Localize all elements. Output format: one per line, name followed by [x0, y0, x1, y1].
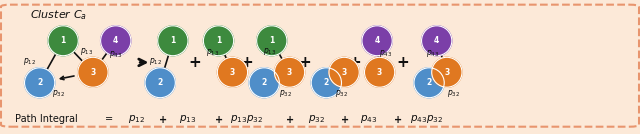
Text: 1: 1: [216, 36, 221, 45]
Text: 4: 4: [113, 36, 118, 45]
Text: $\boldsymbol{+}$: $\boldsymbol{+}$: [348, 55, 361, 70]
Ellipse shape: [257, 26, 287, 56]
Text: $\boldsymbol{p_{13}p_{32}}$: $\boldsymbol{p_{13}p_{32}}$: [230, 113, 264, 125]
Text: 3: 3: [90, 68, 95, 77]
Text: $p_{43}$: $p_{43}$: [109, 49, 122, 60]
Text: $\boldsymbol{+}$: $\boldsymbol{+}$: [158, 114, 167, 125]
FancyBboxPatch shape: [1, 5, 639, 127]
Ellipse shape: [329, 57, 359, 87]
Text: $p_{32}$: $p_{32}$: [447, 88, 460, 99]
Text: 3: 3: [342, 68, 347, 77]
Text: $\boldsymbol{+}$: $\boldsymbol{+}$: [340, 114, 349, 125]
Text: $p_{12}$: $p_{12}$: [148, 56, 162, 67]
Text: 3: 3: [230, 68, 235, 77]
Text: $p_{32}$: $p_{32}$: [278, 88, 292, 99]
Ellipse shape: [218, 57, 248, 87]
Text: 3: 3: [377, 68, 382, 77]
Text: 3: 3: [444, 68, 449, 77]
Text: $p_{43}$: $p_{43}$: [426, 48, 440, 59]
Text: $\boldsymbol{p_{32}}$: $\boldsymbol{p_{32}}$: [308, 113, 324, 125]
Ellipse shape: [78, 57, 108, 87]
Ellipse shape: [24, 68, 55, 98]
Ellipse shape: [422, 26, 452, 56]
Text: 3: 3: [287, 68, 292, 77]
Text: 1: 1: [61, 36, 66, 45]
Text: 2: 2: [426, 78, 432, 87]
Text: Cluster $\mathit{C}_a$: Cluster $\mathit{C}_a$: [29, 8, 86, 22]
Text: $p_{13}$: $p_{13}$: [205, 47, 219, 58]
Text: $p_{32}$: $p_{32}$: [52, 88, 65, 99]
Text: $\boldsymbol{p_{43}p_{32}}$: $\boldsymbol{p_{43}p_{32}}$: [410, 113, 443, 125]
Text: $p_{12}$: $p_{12}$: [23, 56, 36, 67]
Text: Path Integral: Path Integral: [15, 114, 77, 124]
Text: 1: 1: [269, 36, 275, 45]
Ellipse shape: [157, 26, 188, 56]
Text: $\boldsymbol{+}$: $\boldsymbol{+}$: [396, 55, 409, 70]
Ellipse shape: [204, 26, 234, 56]
Text: =: =: [106, 114, 113, 124]
Text: $\boldsymbol{+}$: $\boldsymbol{+}$: [241, 55, 253, 70]
Text: $\boldsymbol{+}$: $\boldsymbol{+}$: [298, 55, 311, 70]
Text: $\boldsymbol{p_{13}}$: $\boldsymbol{p_{13}}$: [179, 113, 196, 125]
Text: $\boldsymbol{+}$: $\boldsymbol{+}$: [214, 114, 223, 125]
Text: $p_{32}$: $p_{32}$: [335, 88, 348, 99]
Text: 2: 2: [157, 78, 163, 87]
Text: 4: 4: [374, 36, 380, 45]
Text: 4: 4: [434, 36, 439, 45]
Ellipse shape: [414, 68, 444, 98]
Text: $p_{43}$: $p_{43}$: [380, 48, 392, 59]
Ellipse shape: [100, 26, 131, 56]
Ellipse shape: [362, 26, 392, 56]
Text: 2: 2: [37, 78, 42, 87]
Ellipse shape: [249, 68, 279, 98]
Ellipse shape: [311, 68, 342, 98]
Text: $\boldsymbol{p_{12}}$: $\boldsymbol{p_{12}}$: [127, 113, 145, 125]
Ellipse shape: [364, 57, 395, 87]
Text: 2: 2: [262, 78, 267, 87]
Ellipse shape: [432, 57, 462, 87]
Text: $\boldsymbol{+}$: $\boldsymbol{+}$: [285, 114, 294, 125]
Text: $\boldsymbol{+}$: $\boldsymbol{+}$: [189, 55, 202, 70]
Ellipse shape: [145, 68, 175, 98]
Text: $p_{13}$: $p_{13}$: [262, 46, 276, 57]
Ellipse shape: [275, 57, 305, 87]
Text: $\boldsymbol{p_{43}}$: $\boldsymbol{p_{43}}$: [360, 113, 377, 125]
Ellipse shape: [48, 26, 78, 56]
Text: 1: 1: [170, 36, 175, 45]
Text: $p_{13}$: $p_{13}$: [80, 46, 93, 57]
Text: $\boldsymbol{+}$: $\boldsymbol{+}$: [393, 114, 402, 125]
Text: 2: 2: [324, 78, 329, 87]
